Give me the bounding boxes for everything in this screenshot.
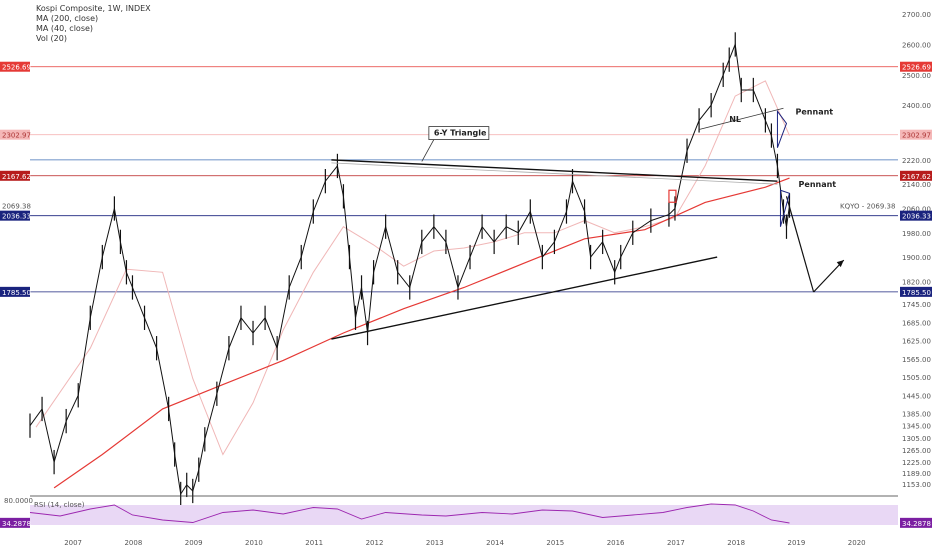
projection-up [813,259,845,293]
price-badges: 2526.69 2526.69 2302.97 2302.97 2167.62 2167.… [0,61,932,297]
y-tick-label-10: 1625.00 [902,338,931,346]
vol-legend: Vol (20) [36,34,67,43]
rsi-pane: RSI (14, close)80.0000 34.2878 34.2878 [0,495,932,528]
neckline [698,107,784,130]
y-tick-label-7: 1445.00 [902,392,931,400]
projection-arrowhead [836,260,844,268]
right-badge-0 [900,61,932,72]
left-badge-text-3: 2036.33 [2,213,31,221]
rsi-current-value-left: 34.2878 [2,520,31,528]
y-tick-label-13: 1820.00 [902,278,931,286]
highlight-box [668,189,677,203]
x-tick-label-4: 2011 [305,539,323,547]
right-badge-text-4: 1785.50 [902,289,931,297]
y-tick-label-3: 1265.00 [902,447,931,455]
y-tick-label-14: 1900.00 [902,254,931,262]
pennant-upper-label: Pennant [796,107,834,116]
y-tick-label-11: 1685.00 [902,319,931,327]
level-lines [30,66,898,293]
right-badge-4 [900,286,932,297]
pennant-lower-label: Pennant [799,180,837,189]
ma40-legend: MA (40, close) [36,24,94,33]
y-tick-label-8: 1505.00 [902,374,931,382]
x-tick-label-7: 2014 [486,539,504,547]
y-tick-label-1: 1189.00 [902,470,931,478]
y-tick-label-0: 1153.00 [902,481,931,489]
y-tick-label-23: 2700.00 [902,11,931,19]
triangle-upper-line [331,159,778,182]
chart-title: Kospi Composite, 1W, INDEX [36,4,151,13]
rsi-current-value-right: 34.2878 [902,520,931,528]
x-tick-label-6: 2013 [426,539,444,547]
y-tick-label-18: 2220.00 [902,157,931,165]
left-badge-3 [0,210,30,221]
rsi-current-badge-right [900,517,932,528]
y-tick-label-20: 2400.00 [902,102,931,110]
triangle-label-box [428,126,490,140]
rsi-legend: RSI (14, close) [34,501,85,509]
x-tick-label-12: 2019 [788,539,806,547]
x-tick-label-3: 2010 [245,539,263,547]
left-badge-text-2: 2167.62 [2,173,31,181]
x-tick-label-9: 2016 [607,539,625,547]
x-tick-label-8: 2015 [546,539,564,547]
price-line [29,42,790,496]
y-tick-label-17: 2140.00 [902,181,931,189]
rsi-top-tick: 80.0000 [4,497,33,505]
y-tick-label-21: 2500.00 [902,72,931,80]
x-tick-label-2: 2009 [185,539,203,547]
x-tick-label-0: 2007 [64,539,82,547]
triangle-upper-shadow [331,162,778,185]
axes: 1153.00 1189.00 1225.00 1265.00 1305.00 1345.… [64,11,931,547]
y-tick-label-4: 1305.00 [902,435,931,443]
triangle-lower-line [331,256,718,340]
rsi-line [29,503,790,524]
ma200-legend: MA (200, close) [36,14,99,23]
y-tick-label-9: 1565.00 [902,356,931,364]
rsi-band [30,505,898,525]
right-badge-1 [900,129,932,140]
y-tick-label-5: 1345.00 [902,423,931,431]
y-tick-label-15: 1980.00 [902,230,931,238]
left-current-price: 2069.38 [2,203,31,211]
left-badge-text-4: 1785.50 [2,289,31,297]
right-badge-text-3: 2036.33 [902,213,931,221]
projection-down [785,196,815,293]
right-badge-text-1: 2302.97 [902,132,931,140]
x-tick-label-10: 2017 [667,539,685,547]
right-badge-3 [900,210,932,221]
x-tick-label-13: 2020 [848,539,866,547]
x-tick-label-1: 2008 [124,539,142,547]
moving-averages [35,80,790,489]
right-current-price: KQYO - 2069.38 [840,203,895,211]
left-badge-0 [0,61,30,72]
y-tick-label-16: 2060.00 [902,205,931,213]
right-badge-text-0: 2526.69 [902,64,931,72]
left-badge-1 [0,129,30,140]
y-tick-label-6: 1385.00 [902,411,931,419]
left-badge-4 [0,286,30,297]
neckline-label: NL [729,115,741,124]
price-series [29,32,791,507]
y-tick-label-2: 1225.00 [902,459,931,467]
x-tick-label-11: 2018 [727,539,745,547]
x-tick-label-5: 2012 [366,539,384,547]
triangle-label: 6-Y Triangle [434,129,487,138]
right-badge-text-2: 2167.62 [902,173,931,181]
left-badge-text-0: 2526.69 [2,64,31,72]
pennant-upper-shape [776,109,788,148]
y-tick-label-22: 2600.00 [902,41,931,49]
right-badge-2 [900,170,932,181]
ma200-line [53,177,790,489]
pennant-lower-shape [779,189,791,227]
trendline-drawings: 6-Y Triangle NL Pennant Pennant [331,107,845,340]
y-tick-label-12: 1745.00 [902,301,931,309]
ma40-line [35,80,790,456]
triangle-label-pointer [421,139,435,162]
left-badge-text-1: 2302.97 [2,132,31,140]
rsi-current-badge-left [0,517,30,528]
left-badge-2 [0,170,30,181]
